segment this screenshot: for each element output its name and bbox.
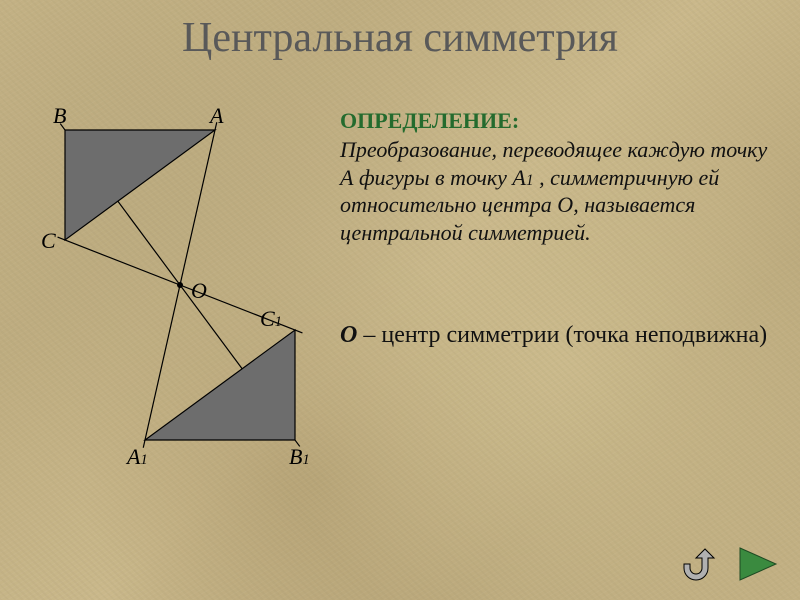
point-label-A1-letter: А bbox=[127, 444, 140, 469]
definition-text: Преобразование, переводящее каждую точку… bbox=[340, 136, 785, 246]
point-label-B1-letter: В bbox=[289, 444, 302, 469]
point-label-B1: В1 bbox=[289, 444, 310, 470]
point-label-B: В bbox=[53, 103, 66, 129]
point-label-A1-sub: 1 bbox=[140, 452, 147, 468]
nav-forward-icon[interactable] bbox=[736, 544, 780, 584]
nav-back-icon[interactable] bbox=[672, 544, 718, 584]
point-label-C1-letter: С bbox=[260, 306, 275, 331]
center-text: – центр симметрии (точка неподвижна) bbox=[357, 322, 767, 348]
point-label-C: С bbox=[41, 228, 56, 254]
center-note: О – центр симметрии (точка неподвижна) bbox=[340, 320, 780, 350]
nav-controls bbox=[672, 544, 780, 584]
point-label-B1-sub: 1 bbox=[302, 452, 309, 468]
slide-title: Центральная симметрия bbox=[0, 14, 800, 62]
point-label-O: О bbox=[191, 278, 207, 304]
definition-subscript: 1 bbox=[526, 172, 534, 189]
point-label-A1: А1 bbox=[127, 444, 148, 470]
point-label-C1: С1 bbox=[260, 306, 282, 332]
point-label-A: А bbox=[210, 103, 223, 129]
definition-heading: ОПРЕДЕЛЕНИЕ: bbox=[340, 108, 519, 134]
point-label-C1-sub: 1 bbox=[275, 314, 282, 330]
geometry-diagram: А В С О А1 В1 С1 bbox=[5, 100, 335, 560]
center-letter: О bbox=[340, 322, 357, 348]
